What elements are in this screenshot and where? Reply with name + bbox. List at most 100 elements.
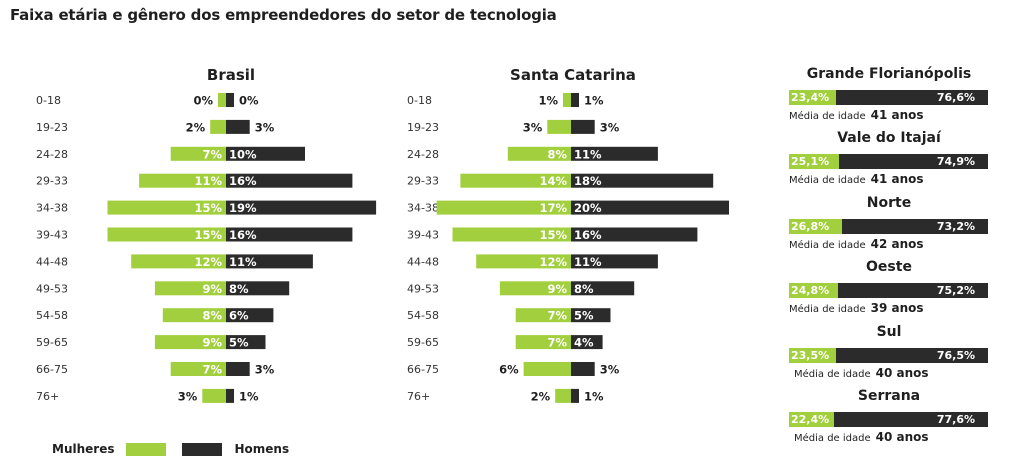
bar-men (226, 335, 266, 350)
region-name: Serrana (857, 388, 921, 404)
bar-women (154, 335, 226, 350)
age-label: 76+ (36, 390, 59, 403)
data-label-women: 8% (547, 147, 567, 161)
bar-men (571, 388, 579, 403)
region-bar: 22,4% 77,6% (789, 412, 988, 427)
region-age-label: Média de idade (794, 433, 871, 444)
region-bar: 23,4% 76,6% (789, 90, 988, 105)
region-men-label: 73,2% (936, 219, 975, 233)
data-label-women: 3% (523, 120, 543, 134)
data-label-women: 17% (539, 201, 567, 215)
age-label: 54-58 (36, 309, 68, 322)
data-label-women: 7% (202, 363, 222, 377)
region-bar-women (789, 283, 839, 299)
bar-women (523, 362, 571, 376)
age-label: 66-75 (407, 363, 439, 376)
region-bar-women (789, 90, 836, 105)
bar-women (515, 308, 571, 323)
age-label: 19-23 (407, 121, 439, 134)
bar-women (436, 200, 571, 215)
bar-men (226, 173, 353, 188)
region-age-label: Média de idade (789, 111, 866, 122)
region-name: Oeste (866, 259, 912, 276)
data-label-men: 11% (229, 255, 257, 269)
data-label-men: 3% (255, 120, 275, 134)
bar-men (226, 362, 250, 376)
age-label: 0-18 (407, 94, 432, 107)
age-label: 24-28 (407, 148, 439, 161)
legend-men-swatch (182, 442, 223, 456)
data-label-men: 1% (584, 94, 604, 108)
bar-men (226, 308, 274, 323)
data-label-women: 15% (194, 201, 222, 215)
region-age: Média de idade 40 anos (794, 430, 929, 444)
region-age: Média de idade 40 anos (794, 366, 929, 380)
age-label: 76+ (407, 390, 430, 403)
region-bar: 23,5% 76,5% (789, 347, 988, 363)
bar-women (507, 146, 571, 161)
bar-men (571, 254, 658, 269)
data-label-men: 5% (574, 309, 594, 323)
data-label-women: 2% (531, 389, 551, 403)
bar-men (571, 173, 714, 188)
data-label-men: 6% (229, 309, 249, 323)
region-name: Norte (866, 194, 912, 211)
bar-men (571, 362, 595, 376)
data-label-men: 5% (229, 336, 249, 350)
bar-women (210, 119, 226, 134)
bar-women (547, 119, 571, 134)
region-men-label: 77,6% (936, 413, 975, 426)
region-bar: 24,8% 75,2% (789, 283, 988, 299)
region-men-label: 76,6% (936, 91, 975, 104)
age-label: 39-43 (407, 229, 439, 242)
region-bar-women (789, 218, 843, 234)
age-label: 44-48 (407, 255, 439, 268)
region-age: Média de idade 41 anos (789, 172, 924, 186)
data-label-women: 15% (539, 228, 567, 242)
age-label: 29-33 (36, 175, 68, 188)
bar-men (226, 146, 305, 161)
region-age: Média de idade 41 anos (789, 108, 924, 122)
data-label-women: 8% (202, 309, 222, 323)
bar-men (571, 93, 579, 107)
age-label: 49-53 (36, 282, 68, 295)
region-name: Sul (876, 323, 902, 340)
bar-men (226, 388, 234, 403)
data-label-women: 6% (499, 363, 519, 377)
bar-men (226, 200, 377, 215)
data-label-men: 18% (574, 174, 602, 188)
region-name: Grande Florianópolis (806, 66, 972, 82)
age-label: 19-23 (36, 121, 68, 134)
bar-men (571, 119, 595, 134)
data-label-women: 7% (547, 309, 567, 323)
region-women-label: 22,4% (791, 413, 830, 426)
bar-men (571, 308, 611, 323)
data-label-women: 1% (538, 94, 558, 108)
age-label: 66-75 (36, 363, 68, 376)
data-label-men: 3% (600, 363, 620, 377)
age-label: 29-33 (407, 175, 439, 188)
bar-women (139, 173, 226, 188)
legend-women-label: Mulheres (52, 442, 115, 456)
age-label: 44-48 (36, 255, 68, 268)
bar-men (571, 281, 635, 296)
bar-women (154, 281, 226, 296)
bar-women (515, 335, 571, 350)
data-label-women: 9% (547, 282, 567, 296)
data-label-men: 10% (229, 147, 257, 161)
pyramid-charts: Brasil 0-18 0% 0% 19-23 2% 3% 24-28 7% 10% 29-33 11… (36, 66, 729, 403)
age-label: 34-38 (36, 202, 68, 215)
age-label: 59-65 (407, 336, 439, 349)
region-bar: 25,1% 74,9% (789, 154, 988, 170)
region-age-value: 40 anos (875, 365, 929, 380)
region-men-label: 74,9% (936, 155, 975, 169)
legend: Mulheres Homens (52, 441, 289, 457)
age-label: 54-58 (407, 309, 439, 322)
bar-men (571, 335, 603, 350)
data-label-men: 4% (574, 336, 594, 350)
region-bar-women (789, 154, 839, 170)
bar-women (476, 254, 571, 269)
bar-men (226, 281, 290, 296)
data-label-women: 12% (194, 255, 222, 269)
bar-women (460, 173, 571, 188)
